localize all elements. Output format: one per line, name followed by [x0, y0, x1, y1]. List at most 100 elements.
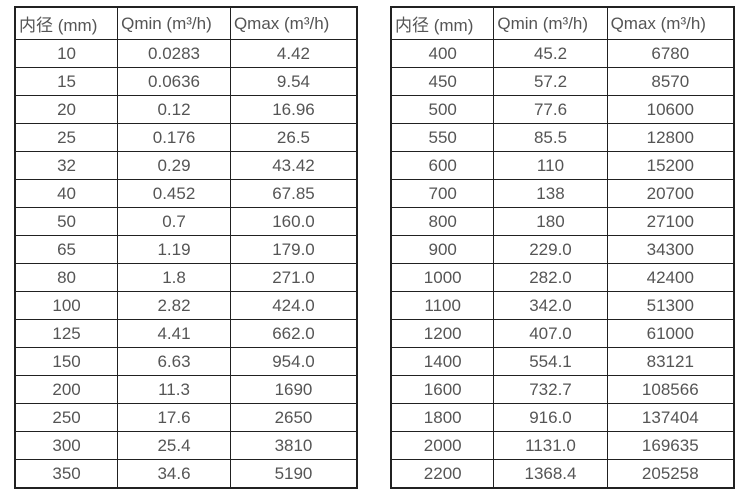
table-cell: 800 [390, 207, 495, 236]
table-cell: 169635 [606, 431, 735, 460]
table-cell: 1368.4 [493, 459, 608, 489]
table-cell: 25 [14, 123, 119, 152]
table-cell: 700 [390, 179, 495, 208]
table-cell: 180 [493, 207, 608, 236]
table-cell: 10600 [606, 95, 735, 124]
table-row: 500 77.6 10600 [390, 95, 735, 124]
flow-range-table-small-diameters: 内径 (mm) Qmin (m³/h) Qmax (m³/h) 10 0.0283 4.… [14, 6, 358, 489]
table-cell: 1400 [390, 347, 495, 376]
table-cell: 160.0 [229, 207, 358, 236]
table-row: 200 11.3 1690 [14, 375, 358, 404]
table-cell: 400 [390, 39, 495, 68]
table-cell: 9.54 [229, 67, 358, 96]
table-cell: 300 [14, 431, 119, 460]
table-cell: 67.85 [229, 179, 358, 208]
table-cell: 2.82 [117, 291, 231, 320]
table-cell: 600 [390, 151, 495, 180]
table-cell: 1800 [390, 403, 495, 432]
table-cell: 45.2 [493, 39, 608, 68]
table-cell: 40 [14, 179, 119, 208]
table-cell: 77.6 [493, 95, 608, 124]
table-cell: 26.5 [229, 123, 358, 152]
table-cell: 20 [14, 95, 119, 124]
column-header: Qmin (m³/h) [493, 6, 608, 40]
table-cell: 500 [390, 95, 495, 124]
table-cell: 138 [493, 179, 608, 208]
table-cell: 32 [14, 151, 119, 180]
table-row: 700 138 20700 [390, 179, 735, 208]
table-cell: 2000 [390, 431, 495, 460]
table-cell: 1100 [390, 291, 495, 320]
table-cell: 1.8 [117, 263, 231, 292]
table-cell: 0.0636 [117, 67, 231, 96]
table-cell: 2650 [229, 403, 358, 432]
table-row: 1800 916.0 137404 [390, 403, 735, 432]
table-cell: 125 [14, 319, 119, 348]
table-cell: 16.96 [229, 95, 358, 124]
table-cell: 179.0 [229, 235, 358, 264]
table-cell: 15 [14, 67, 119, 96]
table-cell: 3810 [229, 431, 358, 460]
table-body: 400 45.2 6780 450 57.2 8570 500 77.6 10600 550 85.… [390, 39, 735, 489]
table-row: 900 229.0 34300 [390, 235, 735, 264]
table-row: 2200 1368.4 205258 [390, 459, 735, 489]
column-header: 内径 (mm) [390, 6, 495, 40]
table-cell: 205258 [606, 459, 735, 489]
table-row: 10 0.0283 4.42 [14, 39, 358, 68]
table-cell: 80 [14, 263, 119, 292]
column-header: Qmax (m³/h) [606, 6, 735, 40]
table-cell: 250 [14, 403, 119, 432]
table-cell: 5190 [229, 459, 358, 489]
table-row: 250 17.6 2650 [14, 403, 358, 432]
table-cell: 200 [14, 375, 119, 404]
table-cell: 150 [14, 347, 119, 376]
table-row: 125 4.41 662.0 [14, 319, 358, 348]
table-cell: 2200 [390, 459, 495, 489]
header-row: 内径 (mm) Qmin (m³/h) Qmax (m³/h) [390, 6, 735, 40]
table-cell: 4.42 [229, 39, 358, 68]
table-cell: 100 [14, 291, 119, 320]
column-header: Qmin (m³/h) [117, 6, 231, 40]
table-cell: 65 [14, 235, 119, 264]
table-header: 内径 (mm) Qmin (m³/h) Qmax (m³/h) [390, 6, 735, 40]
table-cell: 43.42 [229, 151, 358, 180]
table-row: 1200 407.0 61000 [390, 319, 735, 348]
table-cell: 17.6 [117, 403, 231, 432]
table-cell: 1131.0 [493, 431, 608, 460]
table-cell: 11.3 [117, 375, 231, 404]
table-cell: 662.0 [229, 319, 358, 348]
table-cell: 12800 [606, 123, 735, 152]
table-row: 350 34.6 5190 [14, 459, 358, 489]
table-row: 150 6.63 954.0 [14, 347, 358, 376]
table-cell: 4.41 [117, 319, 231, 348]
table-row: 50 0.7 160.0 [14, 207, 358, 236]
table-cell: 27100 [606, 207, 735, 236]
table-row: 300 25.4 3810 [14, 431, 358, 460]
table-cell: 8570 [606, 67, 735, 96]
column-header: 内径 (mm) [14, 6, 119, 40]
table-cell: 1690 [229, 375, 358, 404]
table-cell: 25.4 [117, 431, 231, 460]
table-cell: 0.452 [117, 179, 231, 208]
table-cell: 20700 [606, 179, 735, 208]
table-row: 1400 554.1 83121 [390, 347, 735, 376]
table-row: 550 85.5 12800 [390, 123, 735, 152]
table-row: 1000 282.0 42400 [390, 263, 735, 292]
table-cell: 34.6 [117, 459, 231, 489]
table-cell: 42400 [606, 263, 735, 292]
table-cell: 407.0 [493, 319, 608, 348]
table-cell: 0.29 [117, 151, 231, 180]
table-row: 20 0.12 16.96 [14, 95, 358, 124]
table-cell: 554.1 [493, 347, 608, 376]
table-cell: 10 [14, 39, 119, 68]
table-cell: 108566 [606, 375, 735, 404]
table-cell: 0.0283 [117, 39, 231, 68]
table-row: 32 0.29 43.42 [14, 151, 358, 180]
table-cell: 0.12 [117, 95, 231, 124]
table-body: 10 0.0283 4.42 15 0.0636 9.54 20 0.12 16.96 25 0.1… [14, 39, 358, 489]
table-row: 1600 732.7 108566 [390, 375, 735, 404]
table-row: 1100 342.0 51300 [390, 291, 735, 320]
table-cell: 85.5 [493, 123, 608, 152]
table-cell: 1.19 [117, 235, 231, 264]
table-cell: 6780 [606, 39, 735, 68]
